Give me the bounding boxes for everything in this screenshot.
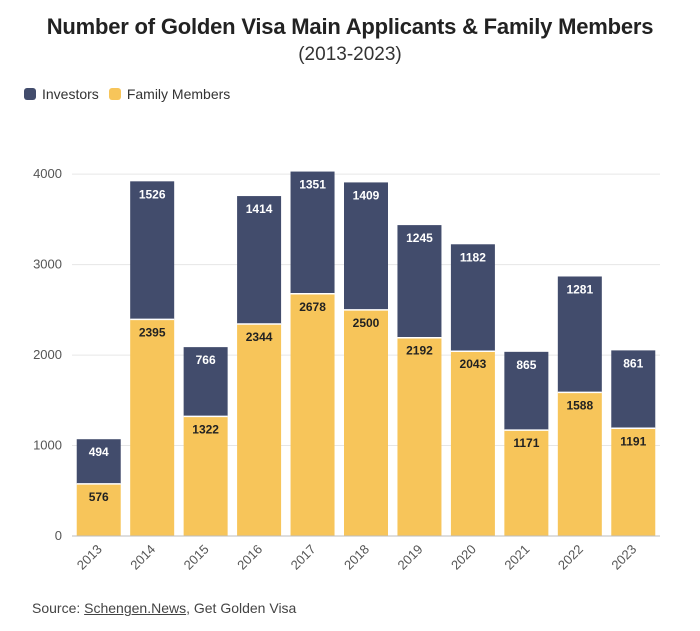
bar-investors-2022[interactable] [557, 276, 602, 393]
x-tick-label: 2016 [234, 542, 265, 573]
y-tick-label: 2000 [33, 347, 62, 362]
bar-family-members-2022[interactable] [557, 392, 602, 536]
data-label-investors-2022: 1281 [566, 282, 593, 296]
bar-investors-2014[interactable] [130, 181, 175, 320]
bar-investors-2013[interactable] [76, 439, 121, 484]
bar-investors-2020[interactable] [450, 244, 495, 352]
x-tick-label: 2023 [608, 542, 639, 573]
bar-investors-2015[interactable] [183, 347, 228, 417]
data-label-family-members-2017: 2678 [299, 300, 326, 314]
bar-investors-2023[interactable] [611, 350, 656, 429]
bar-family-members-2014[interactable] [130, 319, 175, 536]
source-prefix: Source: [32, 600, 85, 616]
data-label-investors-2020: 1182 [460, 250, 486, 264]
source-note: Source: Schengen.News, Get Golden Visa [32, 600, 296, 616]
legend-label-investors: Investors [42, 86, 99, 102]
y-tick-label: 0 [55, 528, 62, 543]
x-tick-label: 2014 [127, 542, 158, 573]
bar-family-members-2021[interactable] [504, 430, 549, 536]
data-label-investors-2016: 1414 [246, 202, 273, 216]
bar-investors-2018[interactable] [344, 182, 388, 310]
data-label-family-members-2015: 1322 [192, 422, 219, 436]
bar-investors-2017[interactable] [290, 171, 335, 294]
data-label-family-members-2013: 576 [89, 490, 109, 504]
bar-investors-2019[interactable] [397, 225, 442, 338]
bar-family-members-2023[interactable] [611, 428, 656, 536]
legend-swatch-investors [24, 88, 36, 100]
data-label-investors-2014: 1526 [139, 187, 166, 201]
data-label-investors-2013: 494 [89, 445, 109, 459]
data-label-investors-2019: 1245 [406, 231, 433, 245]
data-label-family-members-2021: 1171 [513, 436, 539, 450]
y-tick-label: 1000 [33, 438, 62, 453]
y-tick-label: 3000 [33, 257, 62, 272]
bar-family-members-2015[interactable] [183, 416, 228, 536]
data-label-family-members-2016: 2344 [246, 330, 273, 344]
data-label-investors-2015: 766 [196, 353, 216, 367]
bar-family-members-2013[interactable] [76, 483, 121, 536]
y-tick-label: 4000 [33, 166, 62, 181]
legend-swatch-family-members [108, 88, 121, 100]
x-tick-label: 2013 [74, 542, 105, 573]
data-label-family-members-2019: 2192 [406, 344, 433, 358]
bar-family-members-2017[interactable] [290, 293, 335, 536]
x-tick-label: 2015 [181, 542, 212, 573]
data-label-family-members-2022: 1588 [566, 398, 593, 412]
legend-item-investors[interactable]: Investors [24, 86, 99, 102]
legend-label-family-members: Family Members [126, 86, 231, 102]
source-link[interactable]: Schengen.News [84, 600, 187, 616]
bar-investors-2021[interactable] [504, 351, 549, 431]
x-tick-label: 2019 [395, 542, 426, 573]
x-tick-label: 2022 [555, 542, 586, 573]
data-label-investors-2017: 1351 [299, 178, 326, 192]
x-tick-label: 2020 [448, 542, 479, 573]
data-label-family-members-2023: 1191 [620, 434, 646, 448]
legend-item-family-members[interactable]: Family Members [108, 86, 231, 102]
bar-family-members-2020[interactable] [450, 351, 495, 536]
bar-family-members-2018[interactable] [344, 309, 388, 536]
data-label-investors-2023: 861 [623, 356, 643, 370]
data-label-investors-2018: 1409 [353, 188, 380, 202]
bar-family-members-2016[interactable] [237, 323, 282, 536]
chart-title: Number of Golden Visa Main Applicants & … [46, 14, 654, 39]
data-label-family-members-2014: 2395 [139, 325, 166, 339]
x-tick-label: 2018 [341, 542, 372, 573]
bar-family-members-2019[interactable] [397, 337, 442, 536]
chart-subtitle: (2013-2023) [298, 44, 402, 65]
data-label-family-members-2018: 2500 [353, 316, 380, 330]
source-suffix: , Get Golden Visa [186, 600, 297, 616]
data-labels: 576 494 2395 1526 1322 766 2344 1414 2678 1351 250… [89, 178, 647, 504]
chart-plot: 576 494 2395 1526 1322 766 2344 1414 2678 1351 250… [33, 166, 660, 573]
x-tick-label: 2021 [501, 542, 532, 573]
bars [76, 171, 656, 536]
x-tick-label: 2017 [288, 542, 319, 573]
data-label-family-members-2020: 2043 [460, 357, 487, 371]
bar-investors-2016[interactable] [237, 196, 282, 324]
data-label-investors-2021: 865 [516, 358, 536, 372]
legend: Investors Family Members [24, 86, 240, 102]
